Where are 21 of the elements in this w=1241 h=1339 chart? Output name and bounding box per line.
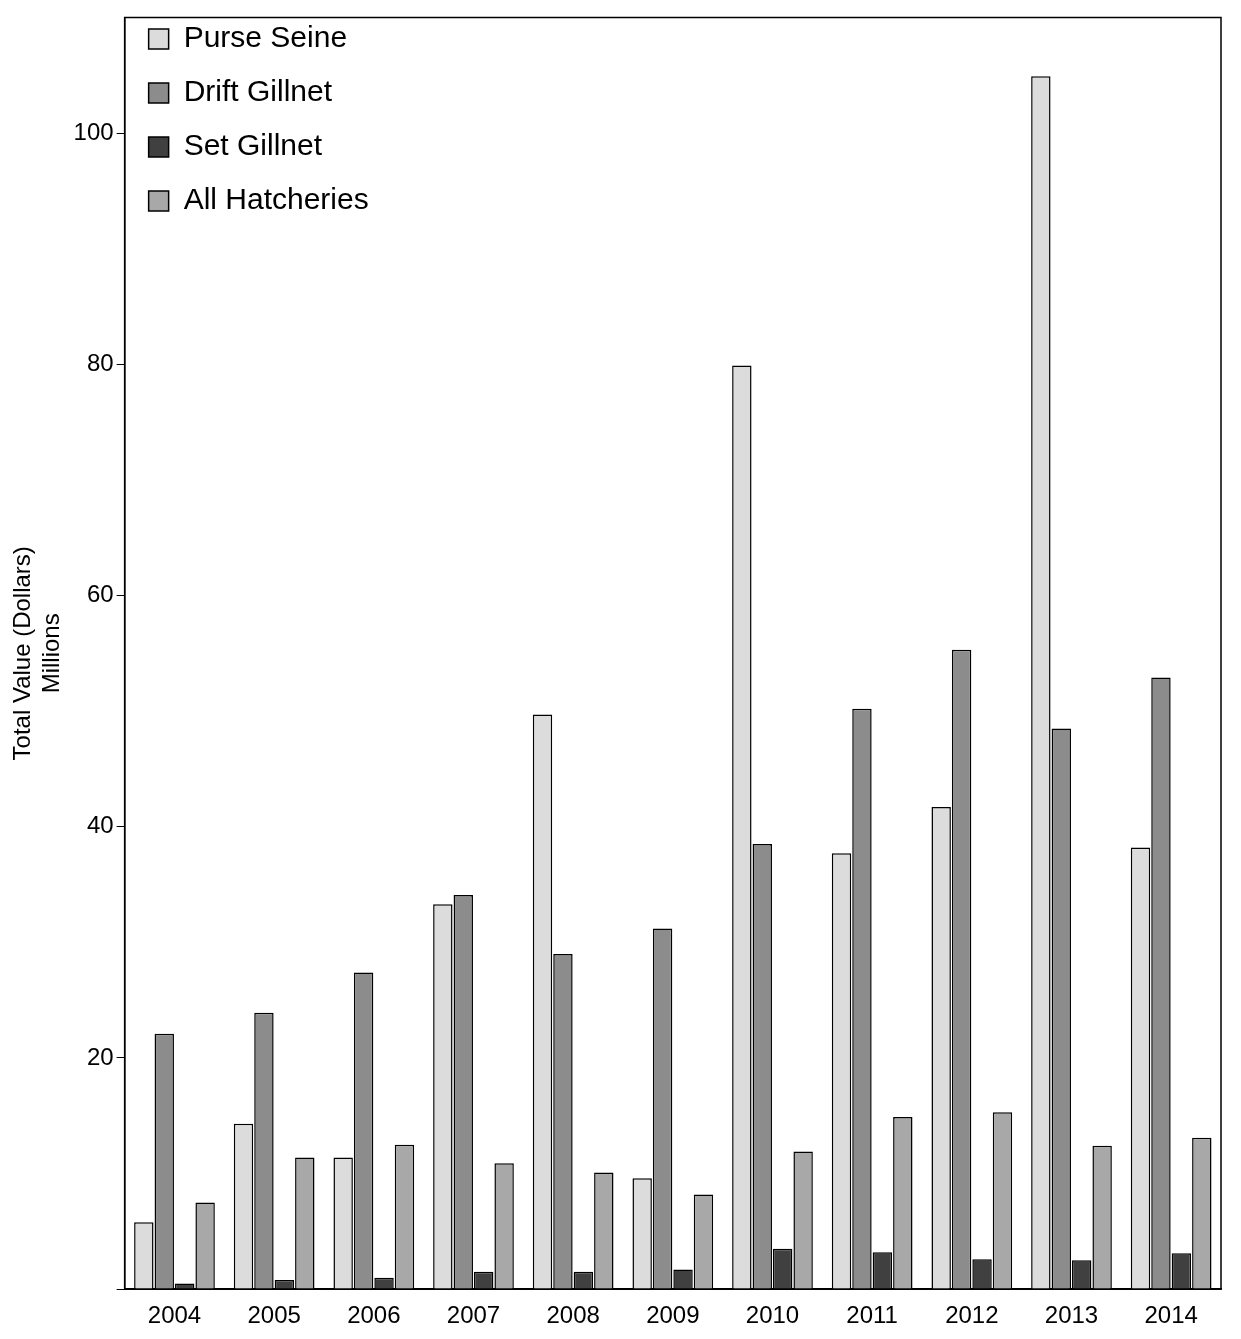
y-tick-label: 20 (86, 1042, 114, 1070)
x-tick-label: 2011 (846, 1301, 898, 1329)
legend-label: All Hatcheries (183, 182, 369, 216)
y-tick-label: 40 (86, 811, 114, 839)
x-tick-label: 2013 (1044, 1301, 1099, 1329)
y-axis-title: Total Value (Dollars) Millions (8, 546, 64, 761)
legend-label: Set Gillnet (183, 128, 323, 162)
y-tick-label: 60 (86, 580, 114, 608)
legend-label: Drift Gillnet (183, 74, 333, 108)
x-tick-label: 2010 (745, 1301, 800, 1329)
x-tick-label: 2009 (646, 1301, 700, 1329)
x-tick-label: 2008 (546, 1301, 600, 1329)
x-tick-label: 2012 (945, 1301, 999, 1329)
x-tick-label: 2007 (446, 1301, 501, 1329)
x-tick-label: 2006 (347, 1301, 401, 1329)
x-tick-label: 2014 (1144, 1301, 1198, 1329)
legend-label: Purse Seine (183, 20, 348, 54)
y-tick-label: 80 (86, 348, 114, 376)
x-tick-label: 2005 (247, 1301, 301, 1329)
y-tick-label: 100 (73, 117, 114, 145)
x-tick-label: 2004 (147, 1301, 202, 1329)
